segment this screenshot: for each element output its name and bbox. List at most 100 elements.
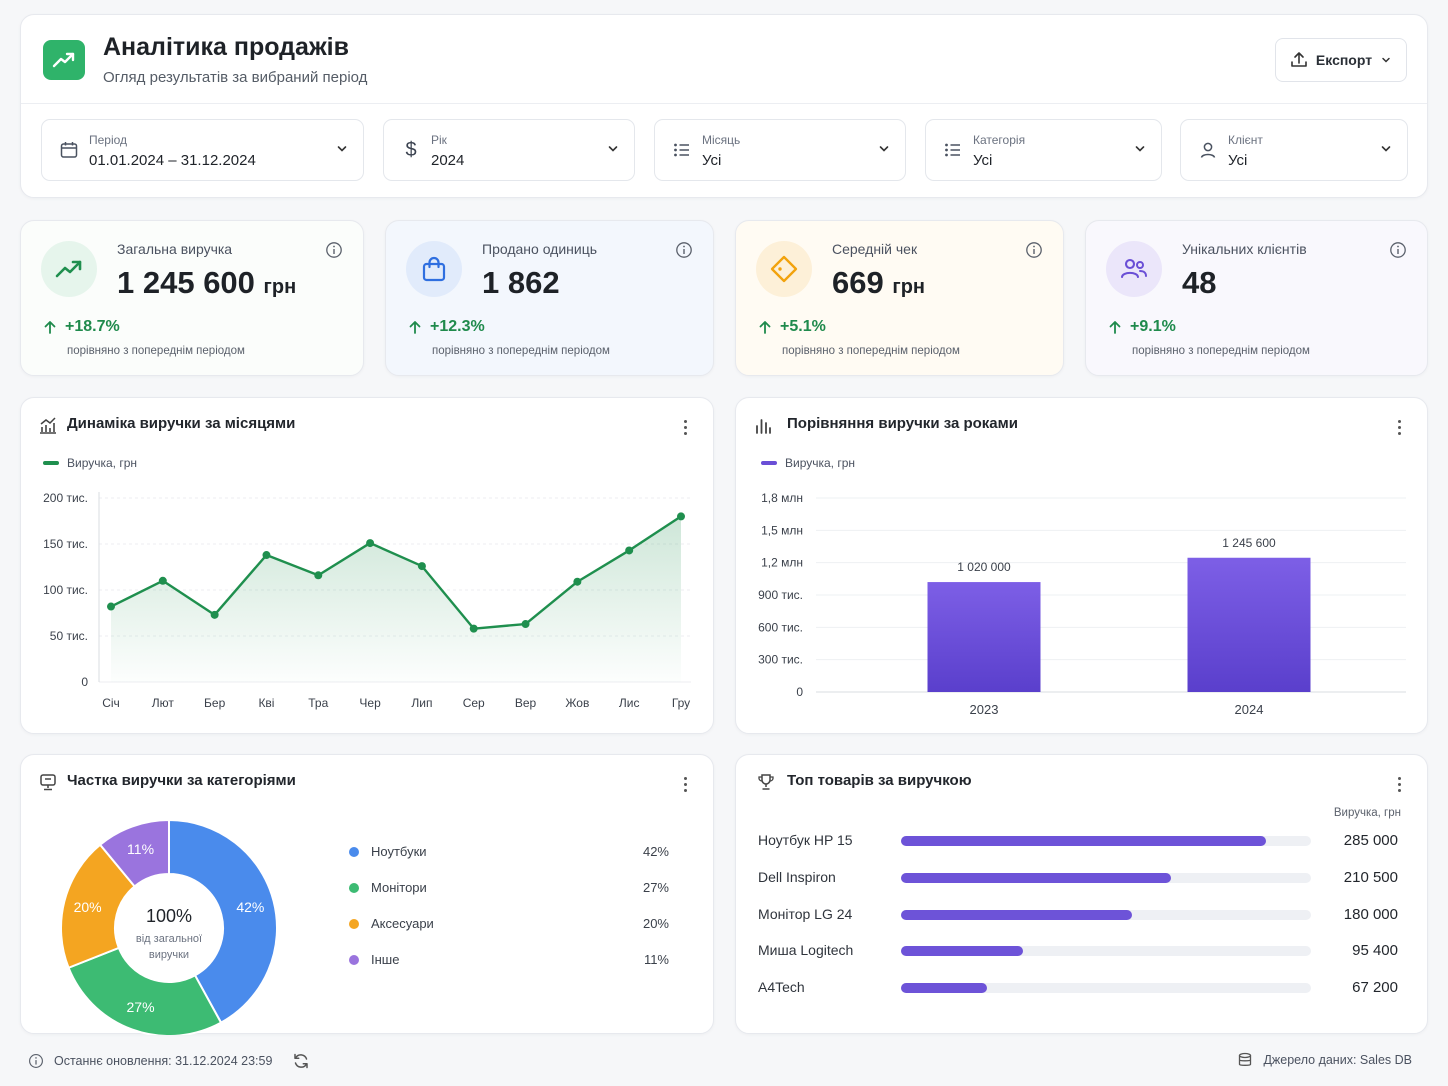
filter-client[interactable]: Клієнт Усі [1180,119,1408,181]
info-icon[interactable] [675,241,693,259]
arrow-up-icon [1109,321,1121,334]
bar-track [901,872,1311,883]
more-menu-icon[interactable] [1391,420,1407,438]
legend-percent: 11% [643,952,669,967]
footer-updated: Останнє оновлення: 31.12.2024 23:59 [28,1052,310,1070]
trend-up-icon [55,260,82,278]
area-fill [111,516,681,682]
shopping-bag-icon [422,256,446,282]
category-share-card: Частка виручки за категоріями 42% 27% 20% 1… [20,754,714,1035]
product-name: Dell Inspiron [758,868,836,885]
trend-up-icon [52,52,75,68]
filter-value: 2024 [431,152,465,169]
legend-item: Аксесуари 20% [349,913,669,949]
data-source-text: Джерело даних: Sales DB [1263,1053,1412,1067]
filter-month[interactable]: Місяць Усі [654,119,906,181]
x-tick-label: Січ [102,696,120,710]
filter-label: Категорія [973,133,1026,147]
kpi-delta: +18.7% [43,318,120,336]
last-updated-text: Останнє оновлення: 31.12.2024 23:59 [54,1054,273,1068]
donut-chart: 42% 27% 20% 11% 100% від загальної виручки [60,818,278,1035]
legend-item: Монітори 27% [349,877,669,913]
filter-value: Усі [702,152,722,169]
bar-chart: 0 300 тис. 600 тис. 900 тис. 1,2 млн 1,5 млн 1… [758,491,1406,717]
filter-label: Рік [431,133,447,147]
legend-swatch [349,919,359,929]
product-name: A4Tech [758,979,805,996]
chart-legend: Виручка, грн [43,456,137,470]
donut-legend: Ноутбуки 42% Монітори 27% Аксесуари 20% Інше 11… [349,841,669,985]
slice-label: 42% [236,899,264,915]
info-icon[interactable] [1389,241,1407,259]
top-products-card: Топ товарів за виручкою Виручка, грн Ноу… [735,754,1428,1034]
filter-category[interactable]: Категорія Усі [925,119,1162,181]
chevron-down-icon [1135,146,1145,152]
product-row: Монітор LG 24 180 000 [758,906,1398,942]
y-tick-label: 150 тис. [43,537,88,551]
donut-center-label: від загальної [136,933,202,945]
legend-swatch [349,955,359,965]
info-icon[interactable] [325,241,343,259]
bar-track [901,983,1311,994]
year-comparison-card: Порівняння виручки за роками Виручка, гр… [735,397,1428,734]
x-tick-label: Лип [411,696,432,710]
list-icon [674,143,689,157]
product-row: A4Tech 67 200 [758,979,1398,1015]
x-tick-label: Чер [359,696,381,710]
product-value: 95 400 [1352,942,1398,960]
card-title: Частка виручки за категоріями [67,772,296,789]
kpi-delta: +9.1% [1108,318,1176,336]
legend-percent: 42% [642,844,669,859]
y-tick-label: 1,8 млн [761,491,803,505]
more-menu-icon[interactable] [1391,777,1407,795]
card-title: Динаміка виручки за місяцями [67,415,296,432]
chevron-down-icon [879,146,889,152]
x-tick-label: Жов [565,696,589,710]
refresh-icon[interactable] [292,1052,310,1070]
filter-period[interactable]: Період 01.01.2024 – 31.12.2024 [41,119,364,181]
chart-legend: Виручка, грн [761,456,855,470]
info-icon[interactable] [1025,241,1043,259]
y-tick-label: 100 тис. [43,583,88,597]
product-row: Ноутбук HP 15 285 000 [758,832,1398,868]
more-menu-icon[interactable] [677,777,693,795]
calendar-icon [60,142,78,158]
app-logo [43,40,85,80]
arrow-up-icon [44,321,56,334]
data-point [625,546,634,555]
donut-slice [168,818,278,1025]
product-row: Dell Inspiron 210 500 [758,869,1398,905]
slice-label: 11% [127,841,154,857]
legend-item: Інше 11% [349,949,669,985]
product-value: 67 200 [1352,979,1398,997]
x-tick-label: 2023 [970,702,999,717]
page-title: Аналітика продажів [103,33,349,61]
series-line [110,515,682,630]
legend-item: Ноутбуки 42% [349,841,669,877]
x-tick-label: Лис [619,696,640,710]
filter-label: Місяць [702,133,741,147]
slice-label: 27% [127,999,155,1015]
bar [927,582,1041,692]
trophy-icon [758,774,774,790]
product-value: 285 000 [1343,832,1398,849]
y-tick-label: 1,2 млн [761,556,803,570]
y-tick-label: 600 тис. [758,620,803,634]
y-tick-label: 0 [81,675,88,689]
kpi-label: Унікальних клієнтів [1182,241,1307,257]
kpi-card-revenue: Загальна виручка 1 245 600 грн +18.7% по… [20,220,364,376]
legend-swatch [349,847,359,857]
header-divider [21,103,1427,104]
bar [901,836,1267,846]
product-name: Монітор LG 24 [758,905,853,922]
more-menu-icon[interactable] [677,420,693,438]
x-tick-label: Бер [204,696,226,710]
data-label: 1 020 000 [957,560,1011,574]
data-label: 1 245 600 [1222,536,1276,550]
filter-year[interactable]: $ Рік 2024 [383,119,635,181]
export-button[interactable]: Експорт [1275,38,1407,82]
legend-swatch [349,883,359,893]
donut-slice [67,946,223,1035]
database-icon [1239,1052,1252,1066]
slice-label: 20% [74,899,102,915]
